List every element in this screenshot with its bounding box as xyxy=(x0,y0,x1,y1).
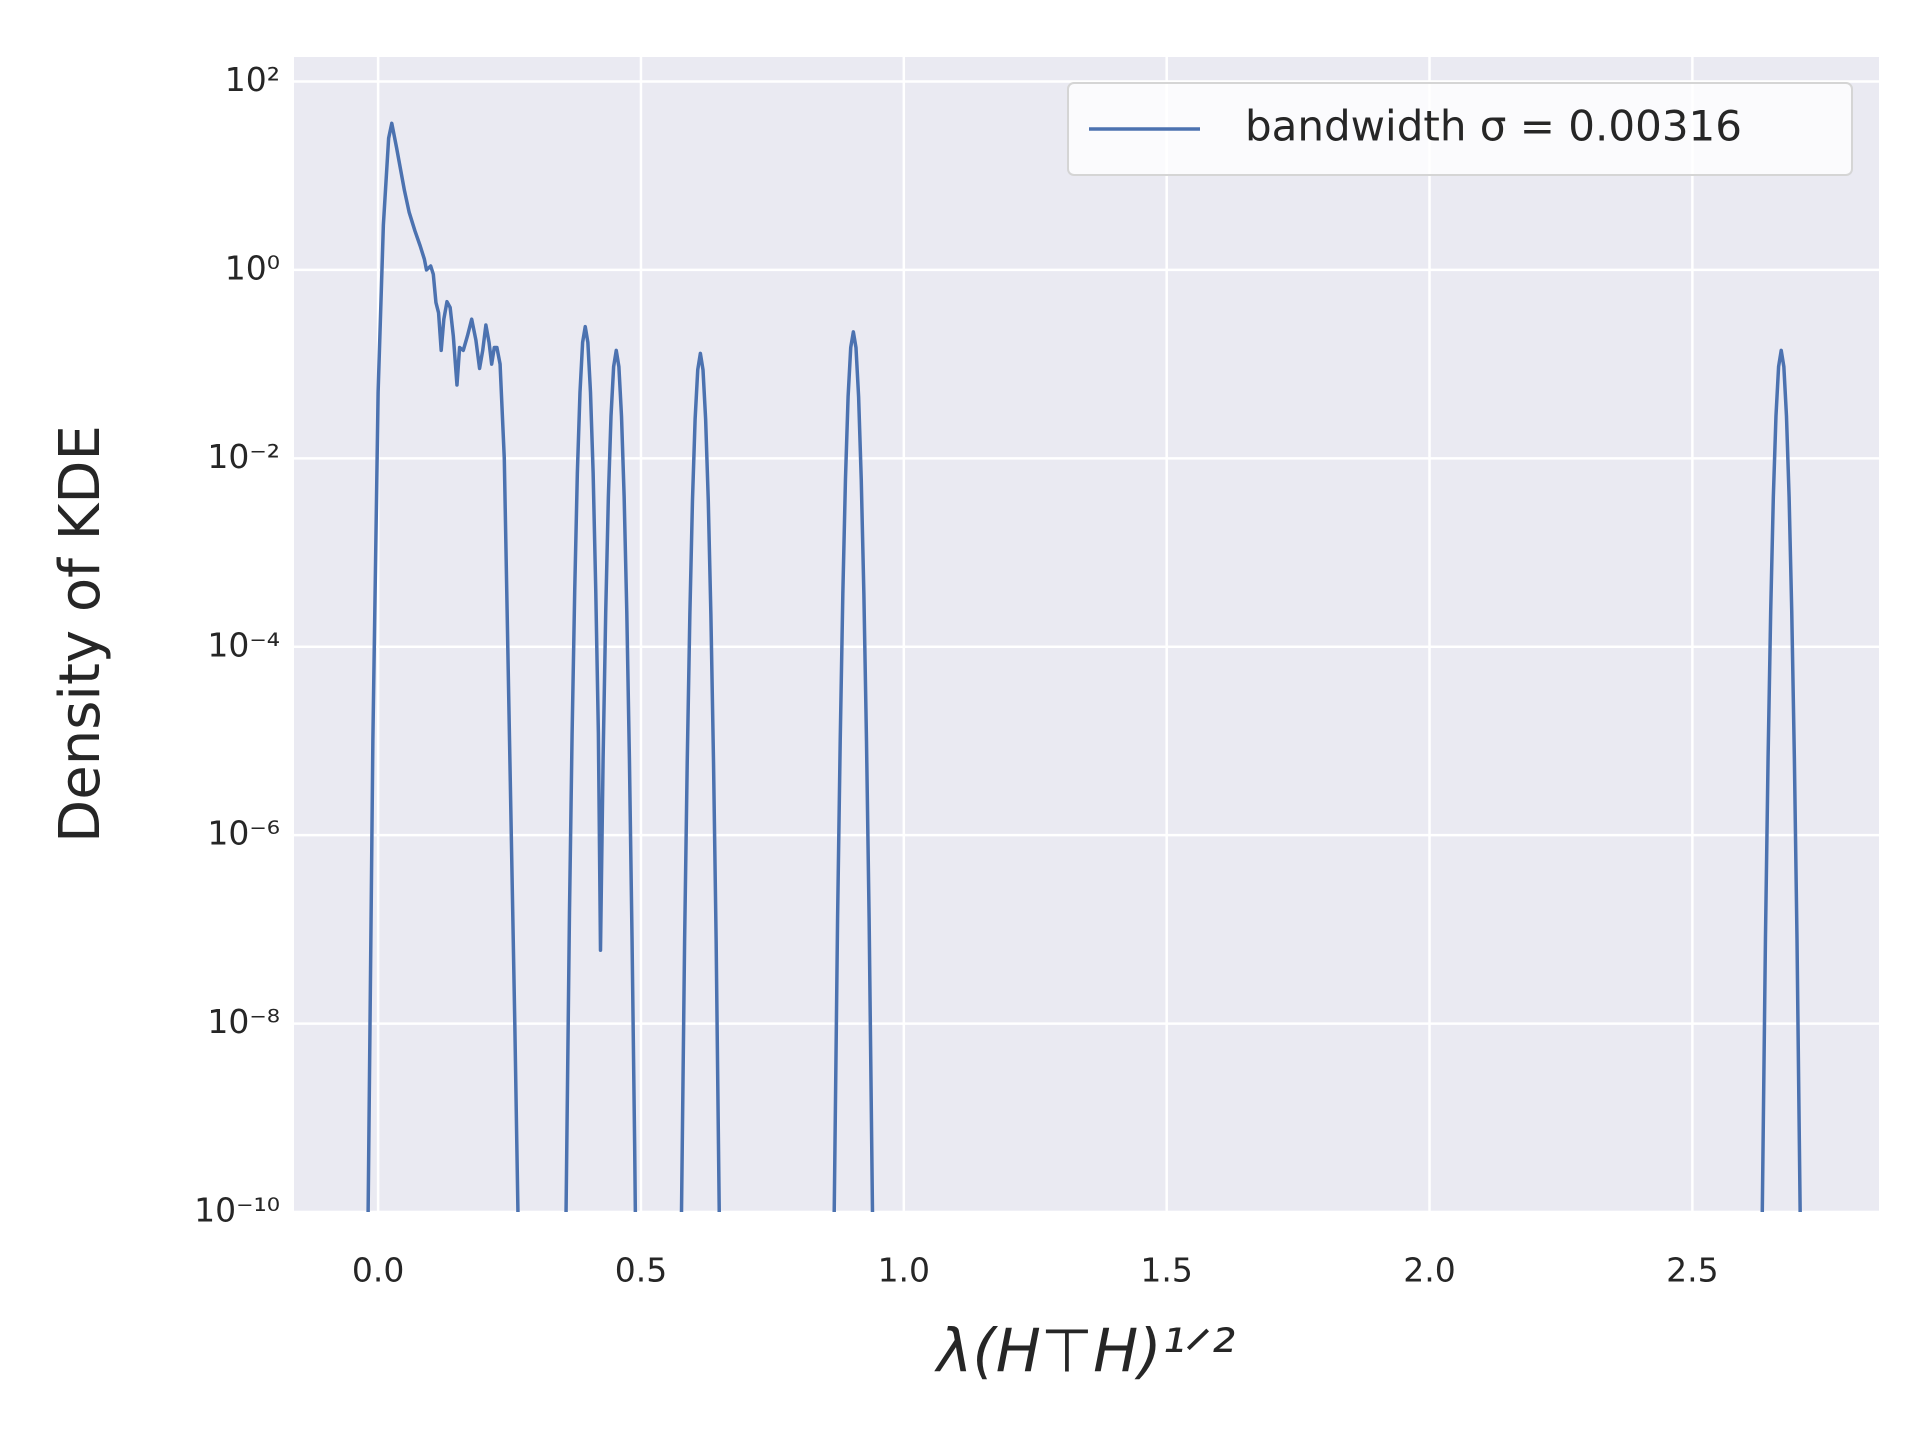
x-tick-label: 0.5 xyxy=(615,1251,667,1290)
y-tick-label: 10⁻² xyxy=(207,437,280,476)
x-tick-label: 0.0 xyxy=(352,1251,404,1290)
y-axis-label: Density of KDE xyxy=(48,425,113,843)
x-tick-label: 2.5 xyxy=(1666,1251,1718,1290)
legend: bandwidth σ = 0.00316 xyxy=(1067,82,1853,176)
legend-label: bandwidth σ = 0.00316 xyxy=(1245,102,1742,151)
lines xyxy=(366,121,1802,1212)
y-tick-label: 10⁻¹⁰ xyxy=(194,1191,280,1230)
grid xyxy=(294,57,1879,1214)
y-tick-label: 10⁻⁶ xyxy=(207,814,280,853)
y-tick-label: 10⁻⁴ xyxy=(207,625,280,664)
x-axis-label: λ(H⊤H)¹ᐟ² xyxy=(934,1317,1235,1387)
x-tick-label: 1.5 xyxy=(1140,1251,1192,1290)
plot-area xyxy=(294,57,1879,1212)
y-tick-label: 10² xyxy=(225,60,280,99)
data-line xyxy=(366,121,1802,1212)
labels: 0.0 0.5 1.0 1.5 2.0 2.5 10⁻¹⁰ 10⁻⁸ 10⁻⁶ 10⁻⁴ 10⁻² 1… xyxy=(194,60,1718,1289)
x-tick-label: 1.0 xyxy=(878,1251,930,1290)
y-tick-label: 10⁰ xyxy=(225,248,280,287)
x-tick-label: 2.0 xyxy=(1403,1251,1455,1290)
legend-box xyxy=(1067,82,1853,176)
y-tick-label: 10⁻⁸ xyxy=(207,1002,280,1041)
